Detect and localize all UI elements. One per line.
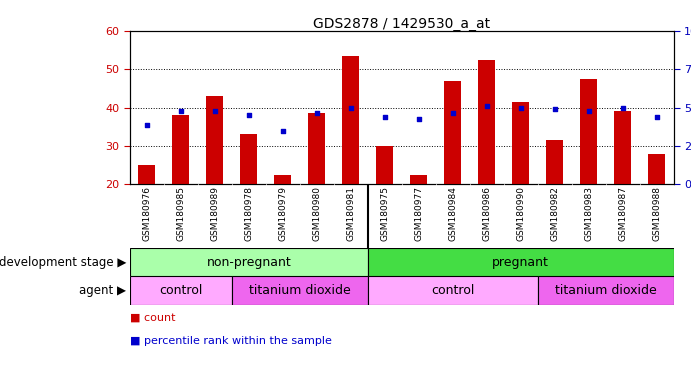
Point <box>209 108 220 114</box>
Bar <box>547 140 563 184</box>
Bar <box>308 113 325 184</box>
Text: titanium dioxide: titanium dioxide <box>555 285 656 297</box>
Text: ■ count: ■ count <box>130 313 176 323</box>
Point <box>142 122 153 128</box>
Bar <box>368 248 674 276</box>
Text: development stage ▶: development stage ▶ <box>0 256 126 268</box>
Point <box>515 104 527 111</box>
Bar <box>342 56 359 184</box>
Text: GSM180986: GSM180986 <box>482 186 491 241</box>
Point <box>651 114 662 120</box>
Text: GSM180990: GSM180990 <box>516 186 525 241</box>
Bar <box>410 175 427 184</box>
Text: GSM180988: GSM180988 <box>652 186 661 241</box>
Point <box>583 108 594 114</box>
Bar <box>138 165 155 184</box>
Point <box>312 110 323 116</box>
Bar <box>512 102 529 184</box>
Text: agent ▶: agent ▶ <box>79 285 126 297</box>
Point <box>447 110 458 116</box>
Text: GSM180977: GSM180977 <box>415 186 424 241</box>
Text: GSM180975: GSM180975 <box>380 186 389 241</box>
Bar <box>648 154 665 184</box>
Point <box>346 104 357 111</box>
Bar <box>232 276 368 305</box>
Bar <box>368 276 538 305</box>
Text: ■ percentile rank within the sample: ■ percentile rank within the sample <box>130 336 332 346</box>
Bar <box>377 146 393 184</box>
Text: GSM180985: GSM180985 <box>176 186 185 241</box>
Text: GSM180987: GSM180987 <box>618 186 627 241</box>
Text: GSM180979: GSM180979 <box>278 186 287 241</box>
Point <box>617 104 628 111</box>
Text: GSM180982: GSM180982 <box>550 186 559 241</box>
Text: control: control <box>431 285 475 297</box>
Text: GSM180980: GSM180980 <box>312 186 321 241</box>
Text: GSM180976: GSM180976 <box>142 186 151 241</box>
Bar <box>580 79 597 184</box>
Bar <box>478 60 495 184</box>
Text: non-pregnant: non-pregnant <box>207 256 291 268</box>
Point <box>379 114 390 120</box>
Point <box>277 127 288 134</box>
Text: GDS2878 / 1429530_a_at: GDS2878 / 1429530_a_at <box>313 17 491 31</box>
Bar <box>130 248 368 276</box>
Text: GSM180984: GSM180984 <box>448 186 457 241</box>
Text: GSM180978: GSM180978 <box>245 186 254 241</box>
Text: GSM180983: GSM180983 <box>585 186 594 241</box>
Point <box>413 116 424 122</box>
Bar <box>207 96 223 184</box>
Text: titanium dioxide: titanium dioxide <box>249 285 351 297</box>
Point <box>243 112 254 118</box>
Bar <box>240 134 257 184</box>
Text: GSM180981: GSM180981 <box>346 186 355 241</box>
Bar <box>614 111 632 184</box>
Point <box>176 108 187 114</box>
Point <box>549 106 560 113</box>
Bar <box>172 115 189 184</box>
Bar <box>444 81 462 184</box>
Text: control: control <box>159 285 202 297</box>
Text: GSM180989: GSM180989 <box>210 186 219 241</box>
Bar <box>130 276 232 305</box>
Bar <box>538 276 674 305</box>
Bar <box>274 175 292 184</box>
Text: pregnant: pregnant <box>493 256 549 268</box>
Point <box>481 103 492 109</box>
